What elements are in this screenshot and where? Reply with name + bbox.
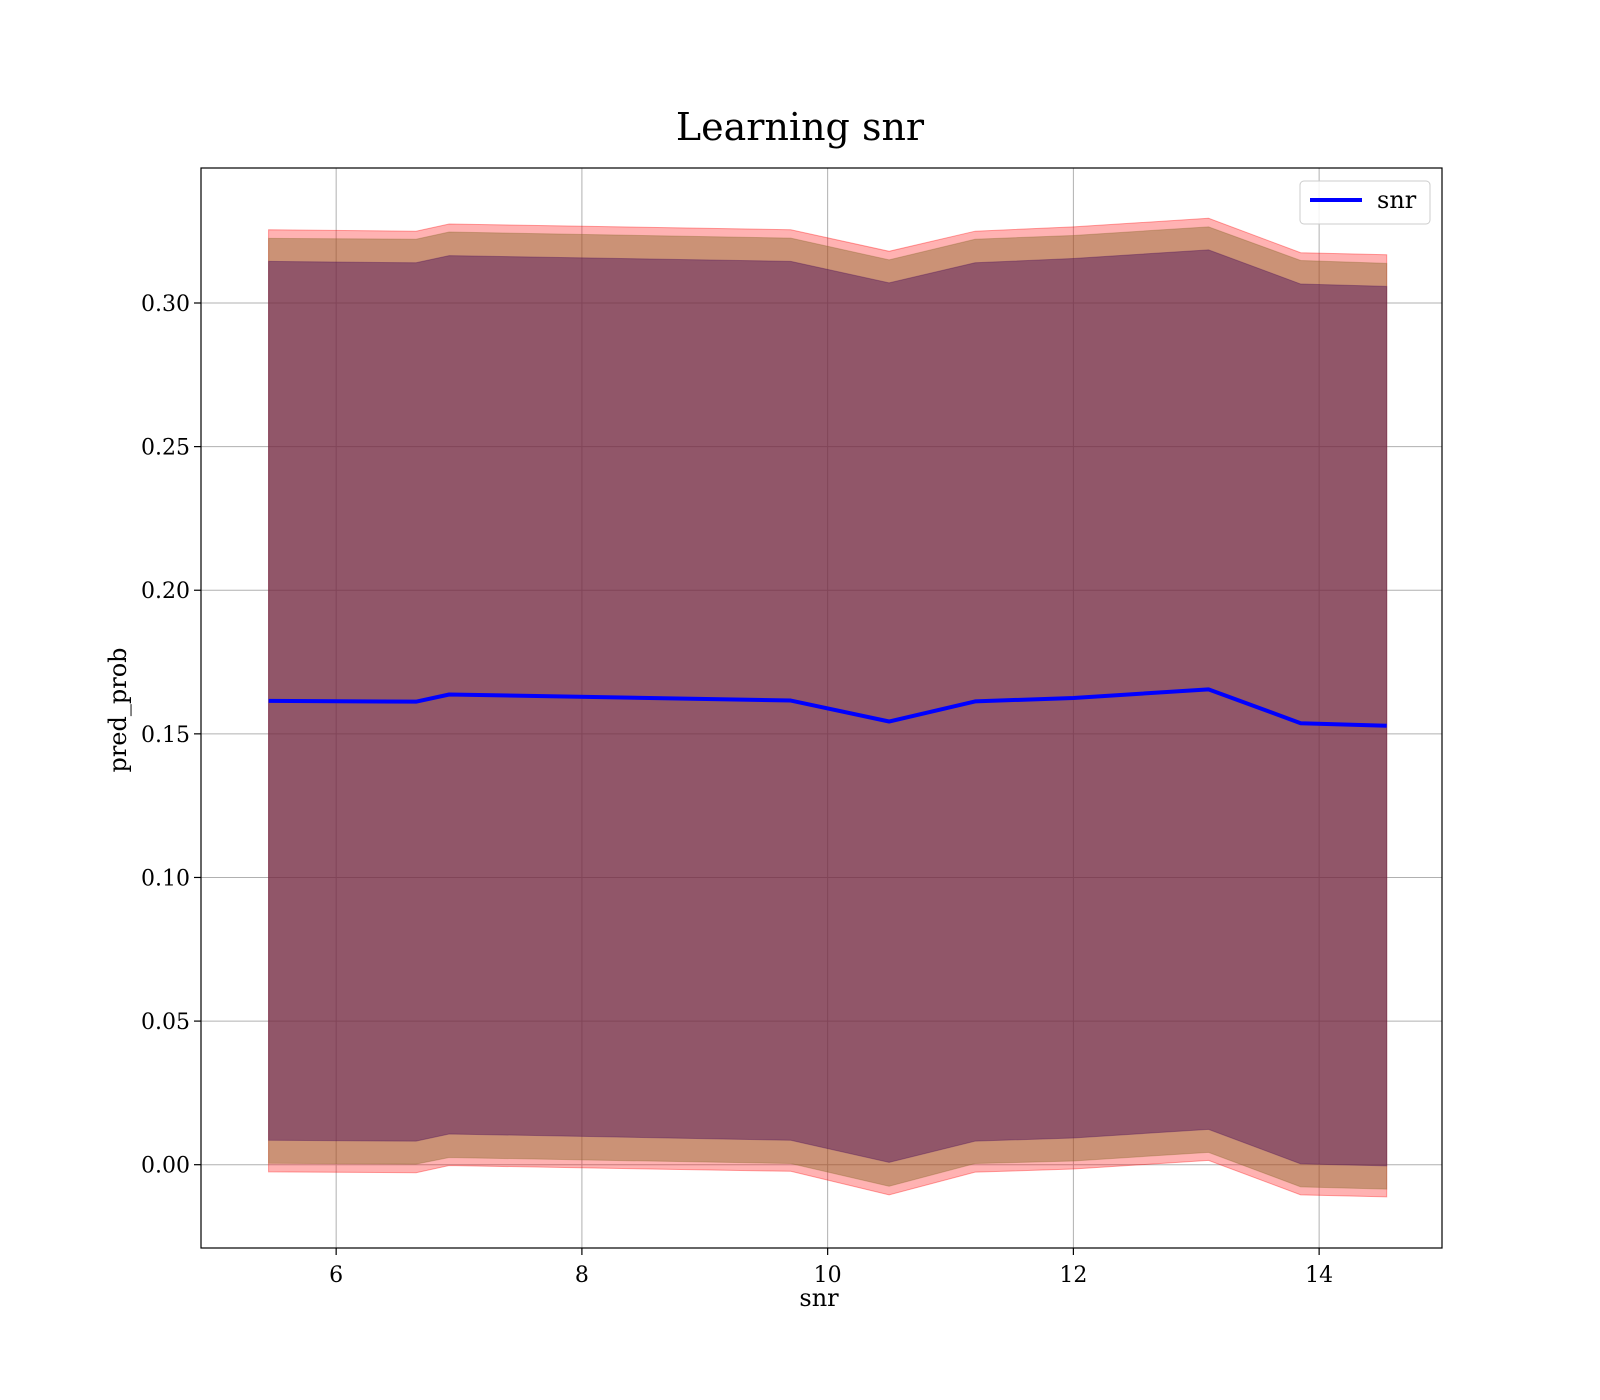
y-tick-label: 0.10 [141,866,190,891]
x-tick-label: 6 [329,1263,343,1288]
series-lines [268,687,1387,728]
legend: snr [1299,180,1431,225]
plot-frame [200,167,1443,1249]
x-tick-label: 14 [1305,1263,1333,1288]
y-axis-label: pred_prob [104,647,132,772]
y-axis-ticks: 0.00 0.05 0.10 0.15 0.20 0.25 0.30 [141,292,201,1179]
y-tick-label: 0.20 [141,579,190,604]
y-tick-label: 0.05 [141,1010,190,1035]
legend-label: snr [1377,186,1417,214]
gridlines [201,168,1442,1248]
x-axis-label: snr [799,1284,839,1312]
x-tick-label: 8 [575,1263,589,1288]
chart-title: Learning snr [676,105,925,149]
x-tick-label: 12 [1059,1263,1087,1288]
x-tick-label: 10 [814,1263,842,1288]
y-tick-label: 0.00 [141,1154,190,1179]
legend-box [1299,180,1431,225]
series-line-0 [268,687,1387,728]
y-tick-label: 0.15 [141,723,190,748]
y-tick-label: 0.30 [141,292,190,317]
x-axis-ticks: 6 8 10 12 14 [329,1248,1333,1288]
y-tick-label: 0.25 [141,436,190,461]
